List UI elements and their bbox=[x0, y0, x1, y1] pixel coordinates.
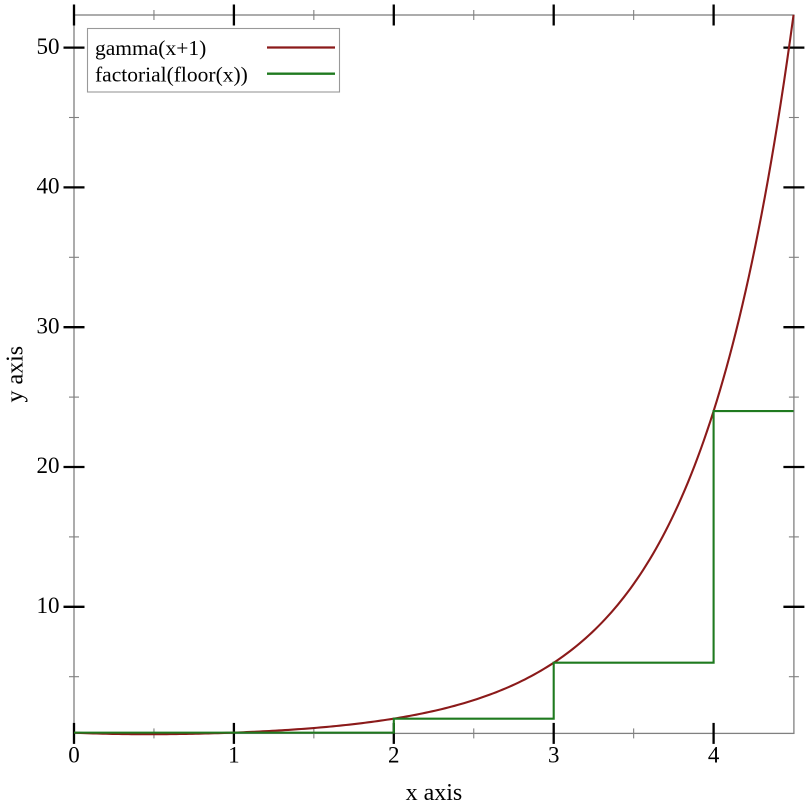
svg-text:3: 3 bbox=[548, 743, 560, 768]
svg-text:y axis: y axis bbox=[3, 346, 29, 403]
svg-text:gamma(x+1): gamma(x+1) bbox=[95, 36, 206, 60]
svg-text:50: 50 bbox=[37, 34, 60, 59]
svg-text:0: 0 bbox=[68, 743, 80, 768]
svg-text:2: 2 bbox=[388, 743, 400, 768]
svg-text:40: 40 bbox=[37, 174, 60, 199]
svg-text:factorial(floor(x)): factorial(floor(x)) bbox=[95, 63, 248, 87]
svg-text:1: 1 bbox=[228, 743, 240, 768]
svg-text:20: 20 bbox=[37, 453, 60, 478]
svg-text:30: 30 bbox=[37, 313, 60, 338]
svg-text:10: 10 bbox=[37, 593, 60, 618]
svg-text:4: 4 bbox=[708, 743, 720, 768]
svg-text:x axis: x axis bbox=[406, 780, 463, 806]
